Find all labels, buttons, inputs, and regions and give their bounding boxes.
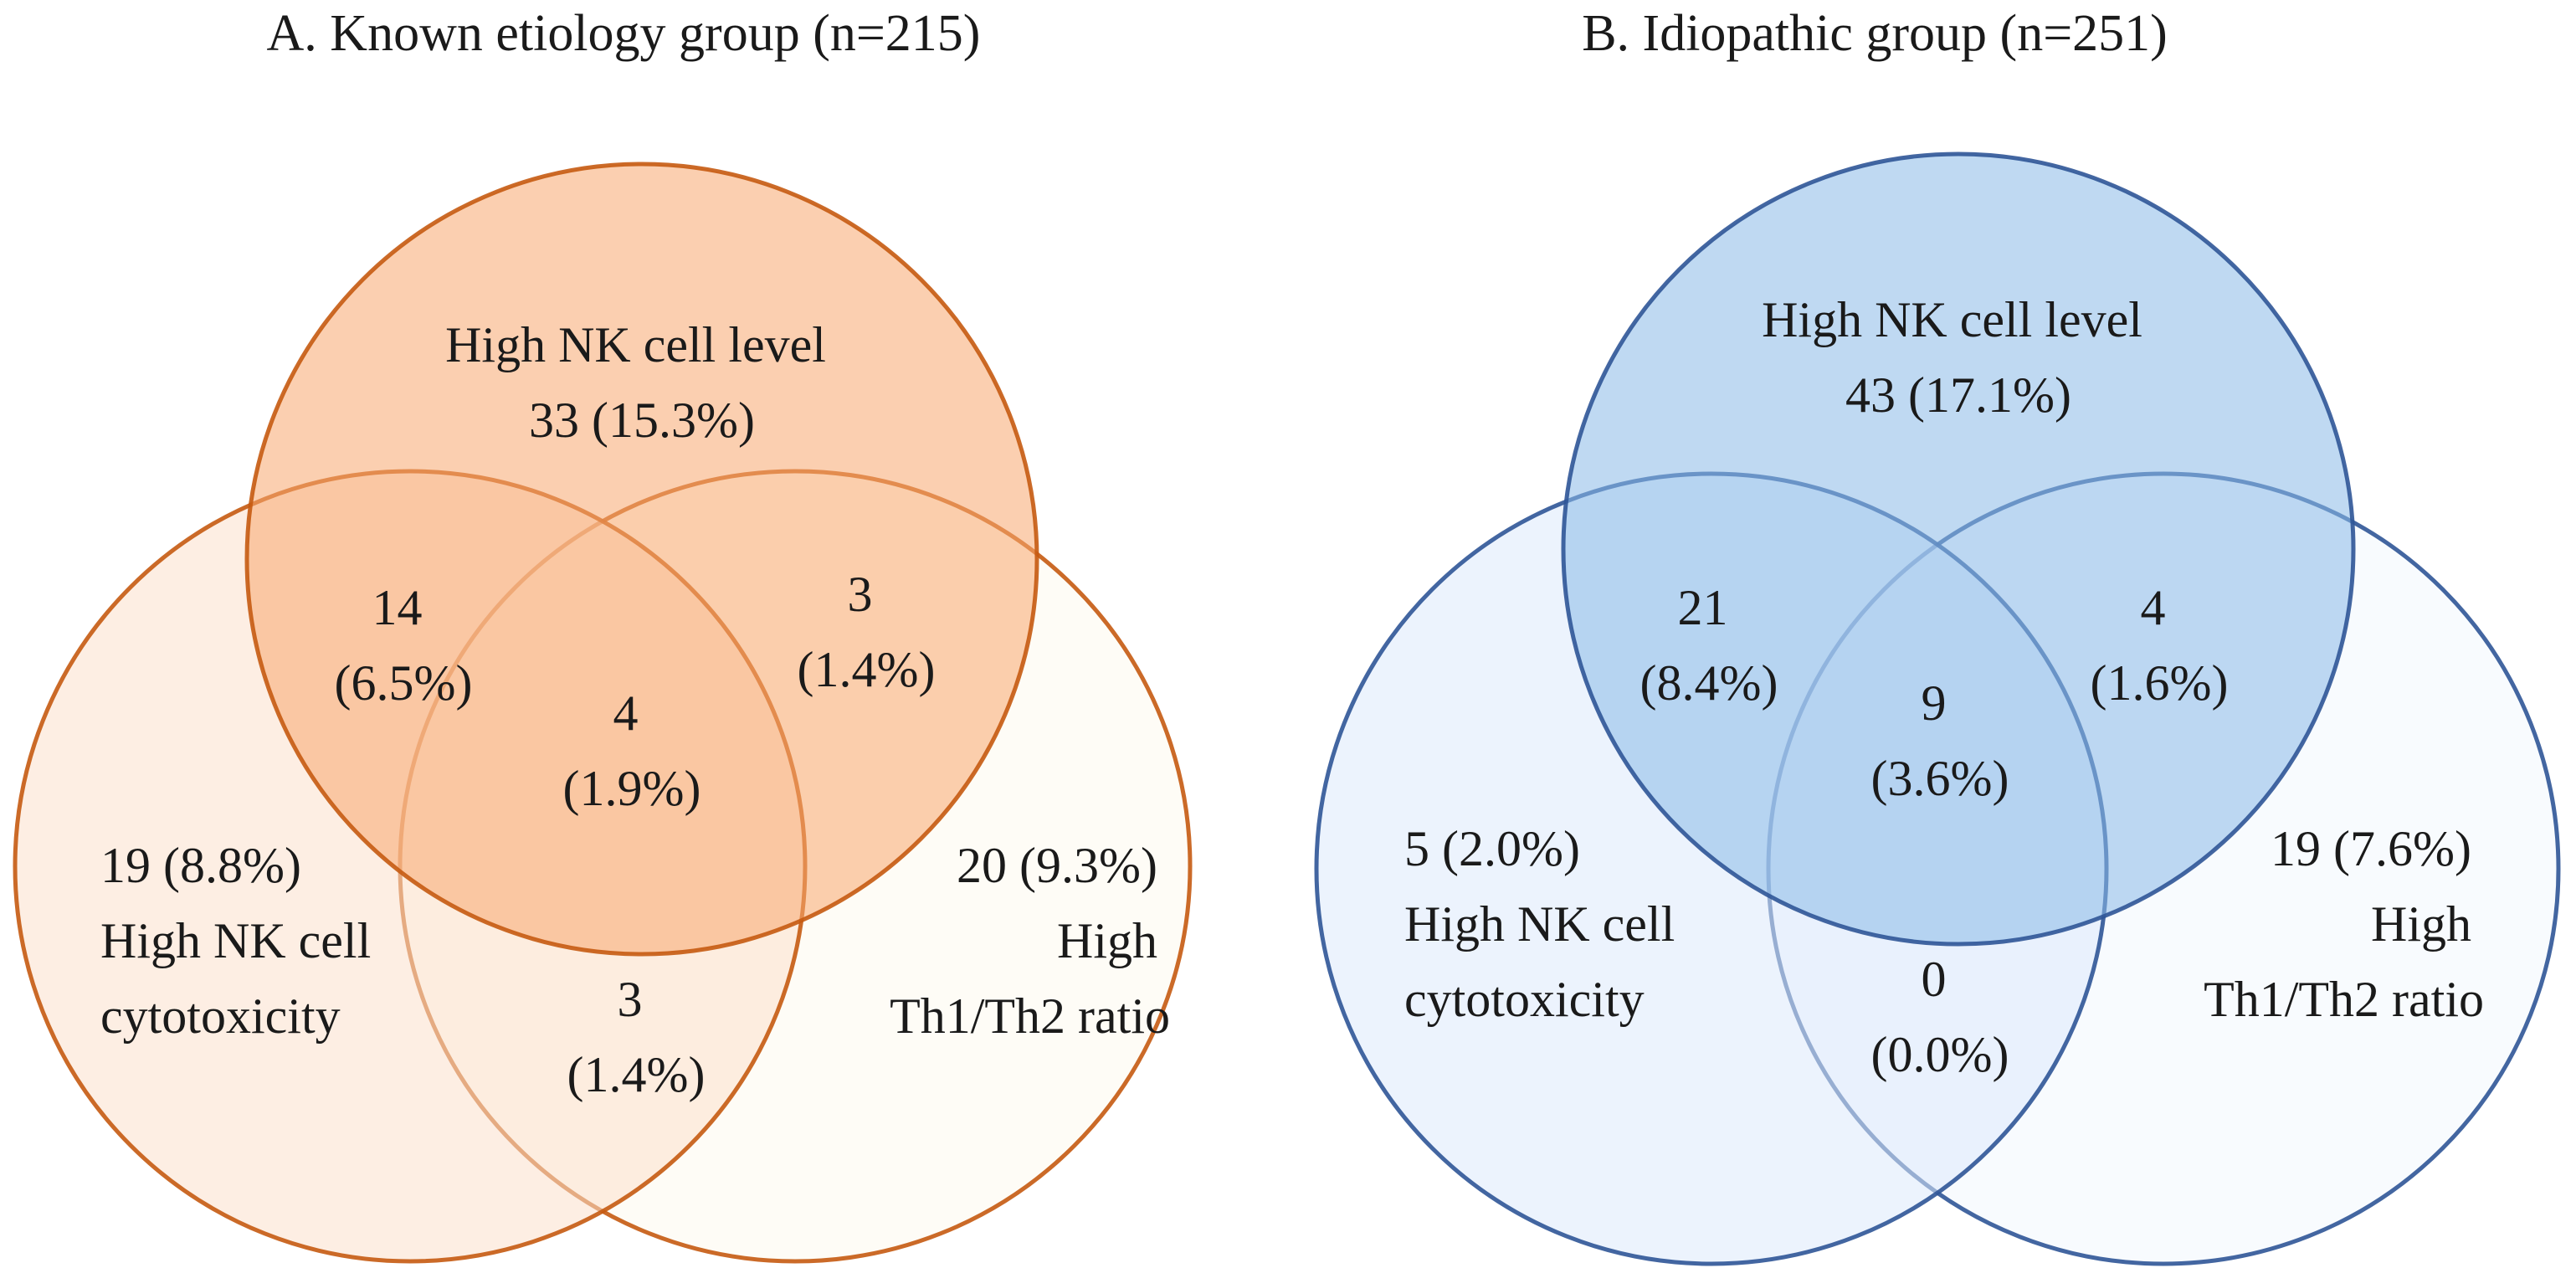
- panel-a: A. Known etiology group (n=215) High NK …: [13, 5, 1193, 1264]
- panel-a-right-region-label: 20 (9.3%) High Th1/Th2 ratio: [890, 838, 1170, 1044]
- panel-a-top-right-overlap-label: 3 (1.4%): [798, 567, 936, 697]
- panel-b-top-right-overlap-label: 4 (1.6%): [2091, 580, 2229, 711]
- panel-a-top-left-overlap-label: 14 (6.5%): [335, 580, 473, 711]
- panel-b-center-overlap-label: 9 (3.6%): [1871, 675, 2009, 806]
- panel-b: B. Idiopathic group (n=251) High NK cell…: [1314, 5, 2561, 1266]
- panel-b-bottom-overlap-label: 0 (0.0%): [1871, 952, 2009, 1082]
- panel-b-left-region-label: 5 (2.0%) High NK cell cytotoxicity: [1404, 821, 1687, 1027]
- panel-a-circle-top-nk-level: [244, 162, 1039, 957]
- panel-a-center-overlap-label: 4 (1.9%): [563, 685, 701, 816]
- panel-a-title: A. Known etiology group (n=215): [267, 5, 981, 62]
- panel-a-top-region-label: High NK cell level 33 (15.3%): [445, 317, 839, 448]
- panel-a-bottom-overlap-label: 3 (1.4%): [567, 972, 706, 1102]
- panel-b-top-left-overlap-label: 21 (8.4%): [1640, 580, 1778, 711]
- panel-b-title: B. Idiopathic group (n=251): [1582, 5, 2168, 62]
- panel-a-left-region-label: 19 (8.8%) High NK cell cytotoxicity: [100, 838, 383, 1044]
- panel-b-right-region-label: 19 (7.6%) High Th1/Th2 ratio: [2204, 821, 2484, 1027]
- panel-b-circle-top-nk-level: [1561, 151, 2356, 947]
- panel-b-top-region-label: High NK cell level 43 (17.1%): [1762, 292, 2155, 423]
